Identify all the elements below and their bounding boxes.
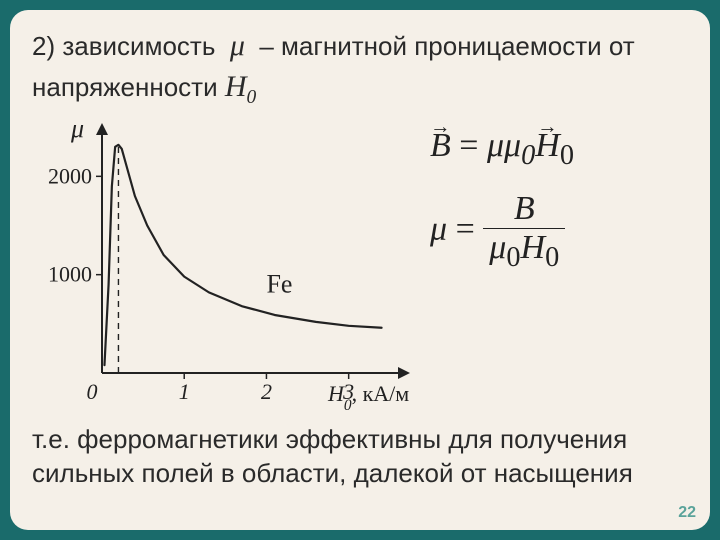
slide-title: 2) зависимость μ – магнитной проницаемос…	[32, 26, 688, 111]
svg-text:2000: 2000	[48, 163, 92, 188]
title-mu: μ	[230, 29, 245, 62]
formula-block: B = μμ0H0 μ = B μ0H0	[430, 117, 688, 292]
conclusion-text: т.е. ферромагнетики эффективны для получ…	[32, 423, 688, 491]
permeability-chart: 012310002000μH0, кА/мFe	[32, 117, 412, 417]
svg-text:H0, кА/м: H0, кА/м	[327, 381, 409, 414]
page-number: 22	[678, 504, 696, 522]
svg-text:0: 0	[87, 379, 98, 404]
formula-B: B = μμ0H0	[430, 127, 688, 172]
title-H: H0	[225, 70, 256, 103]
svg-text:2: 2	[261, 379, 272, 404]
svg-text:μ: μ	[70, 117, 84, 143]
svg-text:Fe: Fe	[266, 269, 292, 298]
svg-text:1000: 1000	[48, 261, 92, 286]
svg-text:1: 1	[179, 379, 190, 404]
formula-mu: μ = B μ0H0	[430, 190, 688, 274]
title-prefix: 2) зависимость	[32, 31, 215, 61]
